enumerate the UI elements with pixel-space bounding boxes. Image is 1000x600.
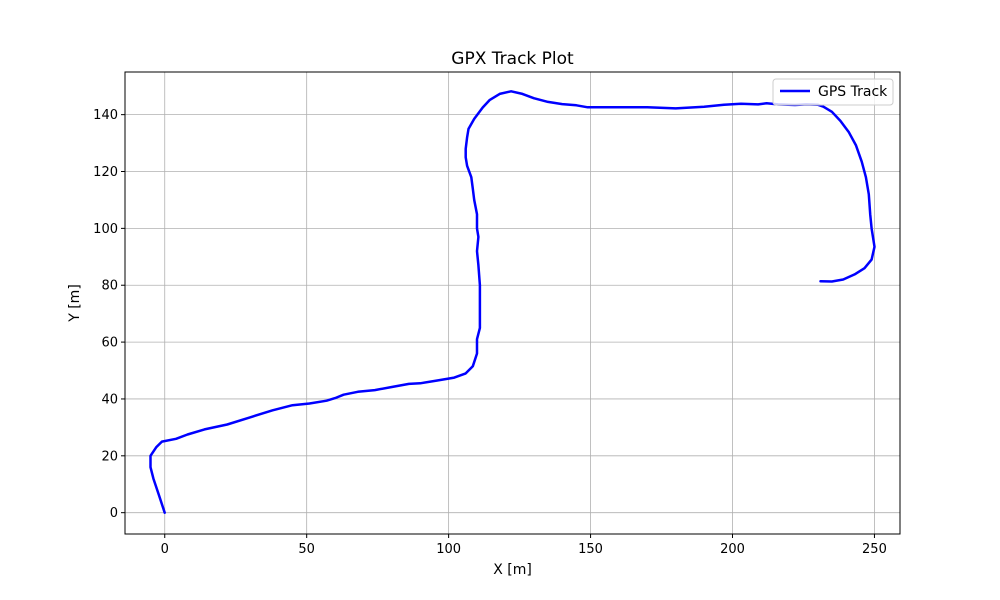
y-tick-label: 40: [101, 392, 118, 407]
y-tick-label: 60: [101, 336, 118, 351]
y-tick-label: 140: [93, 108, 118, 123]
y-tick-label: 120: [93, 165, 118, 180]
series-line-gps-track: [149, 90, 876, 514]
track-series: [149, 90, 876, 514]
x-tick-label: 100: [436, 542, 461, 557]
legend-label-gps-track: GPS Track: [818, 84, 888, 100]
legend-box: [772, 78, 894, 106]
y-tick-label: 100: [93, 222, 118, 237]
y-tick-label: 0: [110, 506, 118, 521]
x-axis-label: X [m]: [493, 562, 532, 578]
legend: GPS Track: [772, 78, 894, 106]
axis-ticks: 0 50 100 150 200 250 0 20 40 60 80 100 120 140: [93, 108, 887, 557]
y-tick-label: 20: [101, 449, 118, 464]
x-tick-label: 200: [720, 542, 745, 557]
x-tick-label: 150: [578, 542, 603, 557]
chart-title: GPX Track Plot: [451, 49, 574, 69]
y-tick-label: 80: [101, 279, 118, 294]
grid: [125, 72, 900, 534]
x-tick-label: 0: [161, 542, 169, 557]
y-axis-label: Y [m]: [67, 284, 83, 323]
x-tick-label: 50: [298, 542, 315, 557]
x-tick-label: 250: [862, 542, 887, 557]
plot-frame: [124, 71, 901, 535]
